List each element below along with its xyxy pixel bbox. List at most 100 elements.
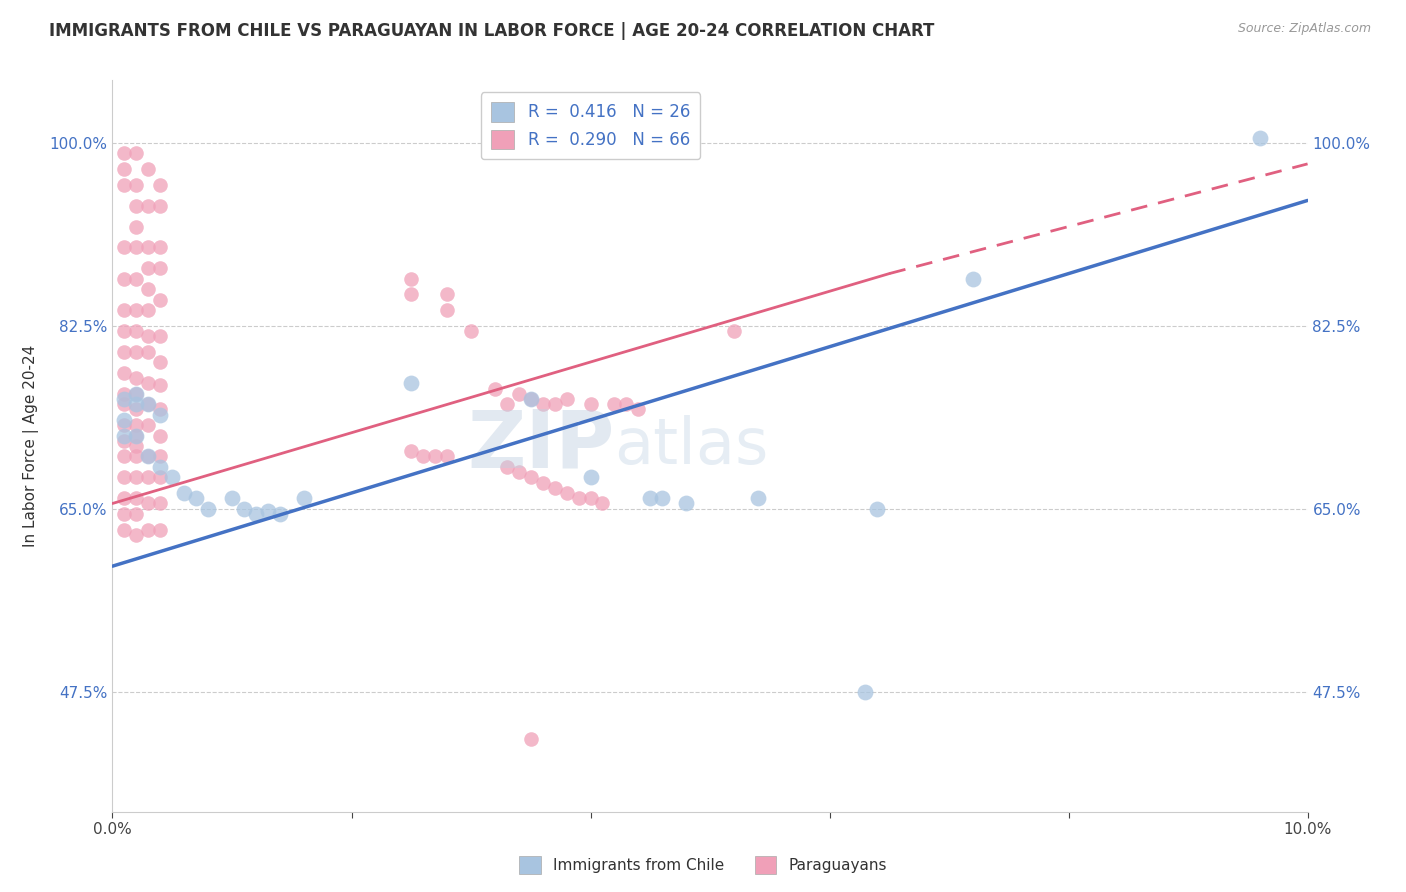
Point — [579, 470, 602, 484]
Point — [114, 523, 135, 537]
Point — [257, 504, 280, 518]
Point — [1249, 130, 1271, 145]
Point — [125, 418, 148, 433]
Point — [138, 450, 160, 464]
Point — [125, 324, 148, 338]
Point — [125, 470, 148, 484]
Point — [114, 303, 135, 318]
Point — [401, 376, 423, 391]
Legend: Immigrants from Chile, Paraguayans: Immigrants from Chile, Paraguayans — [513, 850, 893, 880]
Point — [675, 496, 697, 510]
Point — [149, 470, 172, 484]
Point — [138, 418, 160, 433]
Point — [125, 240, 148, 254]
Point — [747, 491, 769, 506]
Point — [640, 491, 662, 506]
Point — [616, 397, 638, 411]
Point — [114, 366, 135, 380]
Point — [292, 491, 315, 506]
Point — [543, 481, 565, 495]
Point — [401, 444, 423, 458]
Point — [460, 324, 482, 338]
Point — [138, 162, 160, 177]
Point — [149, 329, 172, 343]
Point — [125, 199, 148, 213]
Point — [149, 408, 172, 422]
Point — [114, 470, 135, 484]
Point — [138, 329, 160, 343]
Point — [436, 450, 458, 464]
Point — [114, 397, 135, 411]
Point — [138, 397, 160, 411]
Point — [125, 439, 148, 453]
Point — [149, 402, 172, 417]
Point — [149, 459, 172, 474]
Point — [520, 731, 543, 746]
Point — [508, 386, 530, 401]
Point — [138, 523, 160, 537]
Point — [592, 496, 614, 510]
Point — [579, 491, 602, 506]
Point — [114, 146, 135, 161]
Point — [114, 434, 135, 448]
Point — [125, 272, 148, 286]
Point — [125, 178, 148, 192]
Point — [138, 450, 160, 464]
Point — [138, 261, 160, 276]
Point — [114, 240, 135, 254]
Point — [555, 392, 578, 406]
Point — [125, 345, 148, 359]
Point — [269, 507, 291, 521]
Point — [579, 397, 602, 411]
Point — [125, 303, 148, 318]
Point — [162, 470, 183, 484]
Point — [125, 428, 148, 442]
Point — [197, 501, 219, 516]
Point — [520, 392, 543, 406]
Point — [221, 491, 243, 506]
Point — [855, 684, 877, 698]
Point — [962, 272, 984, 286]
Text: IMMIGRANTS FROM CHILE VS PARAGUAYAN IN LABOR FORCE | AGE 20-24 CORRELATION CHART: IMMIGRANTS FROM CHILE VS PARAGUAYAN IN L… — [49, 22, 935, 40]
Point — [651, 491, 673, 506]
Point — [149, 261, 172, 276]
Point — [508, 465, 530, 479]
Point — [114, 272, 135, 286]
Point — [603, 397, 626, 411]
Point — [125, 402, 148, 417]
Point — [149, 523, 172, 537]
Point — [401, 272, 423, 286]
Point — [114, 491, 135, 506]
Point — [125, 371, 148, 385]
Text: ZIP: ZIP — [467, 407, 614, 485]
Point — [138, 376, 160, 391]
Point — [149, 293, 172, 307]
Text: atlas: atlas — [614, 415, 769, 477]
Point — [114, 345, 135, 359]
Point — [138, 303, 160, 318]
Point — [125, 146, 148, 161]
Point — [125, 428, 148, 442]
Point — [114, 507, 135, 521]
Point — [125, 386, 148, 401]
Point — [114, 386, 135, 401]
Point — [138, 345, 160, 359]
Point — [114, 162, 135, 177]
Point — [555, 486, 578, 500]
Point — [531, 475, 554, 490]
Point — [484, 382, 506, 396]
Point — [149, 355, 172, 369]
Point — [496, 459, 519, 474]
Y-axis label: In Labor Force | Age 20-24: In Labor Force | Age 20-24 — [22, 345, 38, 547]
Point — [125, 450, 148, 464]
Legend: R =  0.416   N = 26, R =  0.290   N = 66: R = 0.416 N = 26, R = 0.290 N = 66 — [481, 92, 700, 159]
Point — [627, 402, 650, 417]
Point — [138, 470, 160, 484]
Point — [543, 397, 565, 411]
Point — [149, 240, 172, 254]
Point — [149, 178, 172, 192]
Point — [125, 219, 148, 234]
Point — [138, 496, 160, 510]
Point — [149, 496, 172, 510]
Point — [520, 470, 543, 484]
